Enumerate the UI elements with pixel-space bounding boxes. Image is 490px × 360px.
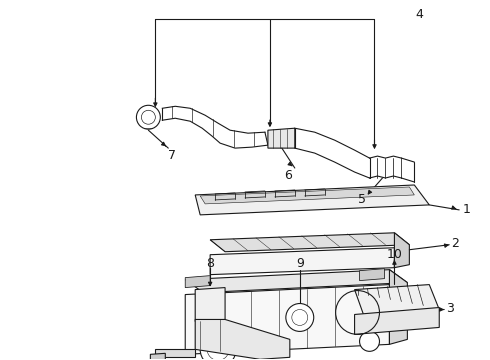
Polygon shape (195, 319, 290, 359)
Text: 5: 5 (358, 193, 366, 206)
Polygon shape (195, 288, 225, 321)
Text: 8: 8 (206, 257, 214, 270)
Polygon shape (268, 128, 295, 148)
Circle shape (200, 332, 236, 360)
Polygon shape (155, 349, 195, 357)
Text: 3: 3 (446, 302, 454, 315)
Polygon shape (394, 233, 409, 268)
Polygon shape (355, 307, 439, 334)
Text: 1: 1 (462, 203, 470, 216)
Polygon shape (355, 285, 439, 318)
Polygon shape (390, 270, 407, 345)
Text: 2: 2 (451, 237, 459, 250)
Text: 9: 9 (296, 257, 304, 270)
Text: 7: 7 (168, 149, 176, 162)
Polygon shape (210, 248, 394, 275)
Polygon shape (185, 270, 407, 293)
Polygon shape (150, 353, 165, 360)
Text: 6: 6 (284, 168, 292, 181)
Circle shape (286, 303, 314, 332)
Polygon shape (185, 285, 390, 354)
Text: 4: 4 (416, 8, 423, 21)
Polygon shape (360, 269, 385, 280)
Polygon shape (200, 187, 415, 204)
Circle shape (360, 332, 379, 351)
Polygon shape (195, 185, 429, 215)
Text: 10: 10 (387, 248, 402, 261)
Polygon shape (185, 276, 210, 288)
Polygon shape (210, 233, 409, 252)
